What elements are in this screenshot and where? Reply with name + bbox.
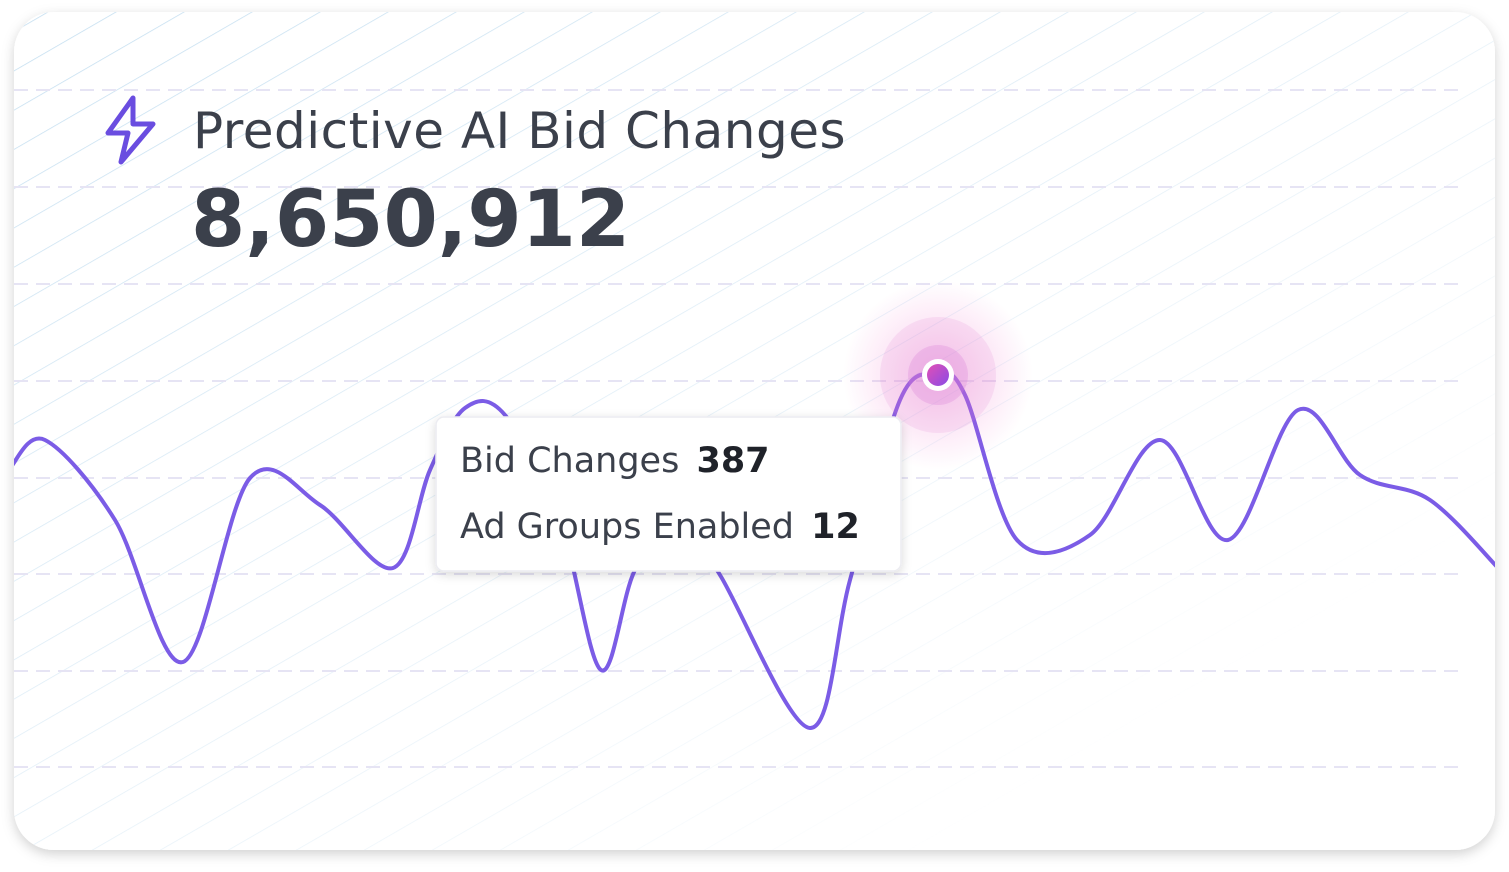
tooltip-label: Ad Groups Enabled	[460, 507, 794, 547]
tooltip-row: Bid Changes 387	[460, 441, 770, 481]
lightning-icon	[105, 95, 156, 165]
tooltip-row: Ad Groups Enabled 12	[460, 507, 860, 547]
tooltip-box	[435, 416, 902, 572]
tooltip: Bid Changes 387 Ad Groups Enabled 12	[435, 416, 902, 572]
highlight-dot	[927, 364, 949, 386]
total-value: 8,650,912	[191, 175, 630, 265]
card-title: Predictive AI Bid Changes	[193, 102, 846, 160]
tooltip-value: 12	[811, 507, 860, 547]
tooltip-label: Bid Changes	[460, 441, 679, 481]
tooltip-value: 387	[696, 441, 769, 481]
